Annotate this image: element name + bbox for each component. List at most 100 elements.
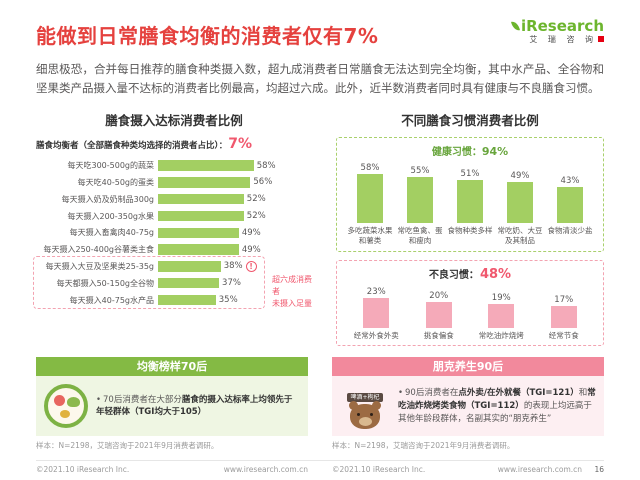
category-label: 食物清淡少盐 bbox=[547, 226, 593, 236]
healthy-chart-column: 55% 常吃鱼禽、蛋和瘦肉 bbox=[395, 161, 445, 247]
intro-paragraph: 细思极恐，合并每日推荐的膳食种类摄入数，超九成消费者日常膳食无法达到完全均衡，其… bbox=[36, 62, 604, 95]
healthy-bars: 58% 多吃蔬菜水果和薯类 55% 常吃鱼禽、蛋和瘦肉 51% 食物种类多样 bbox=[345, 161, 595, 247]
bear-ear-icon bbox=[349, 400, 358, 410]
footer: ©2021.10 iResearch Inc. www.iresearch.co… bbox=[36, 460, 604, 474]
bar bbox=[158, 177, 251, 188]
value-label: 49% bbox=[510, 170, 530, 181]
footer-left: ©2021.10 iResearch Inc. www.iresearch.co… bbox=[36, 465, 308, 474]
callout-banners: 均衡榜样70后 • 70后消费者在大部分膳食的摄入达标率上均领先于年轻群体（TGI… bbox=[36, 357, 604, 437]
website-text: www.iresearch.com.cn bbox=[223, 465, 308, 474]
category-label: 常吃鱼禽、蛋和瘦肉 bbox=[397, 226, 443, 245]
banner-90s-title: 朋克养生90后 bbox=[332, 357, 604, 377]
copyright-text: ©2021.10 iResearch Inc. bbox=[36, 465, 130, 474]
banner-90s-text: • 90后消费者在点外卖/在外就餐（TGI=121）和常吃油炸烧烤类食物（TGI=… bbox=[398, 388, 596, 424]
bar bbox=[158, 210, 244, 222]
balanced-plate-icon bbox=[44, 384, 88, 429]
annotation-text: 超六成消费者 未摄入足量 bbox=[272, 275, 312, 309]
healthy-habits-box: 健康习惯：94% 58% 多吃蔬菜水果和薯类 55% 常吃鱼禽、蛋和瘦肉 51% bbox=[336, 137, 604, 253]
bad-chart-column: 17% 经常节食 bbox=[533, 285, 596, 341]
healthy-chart-column: 58% 多吃蔬菜水果和薯类 bbox=[345, 161, 395, 247]
category-label: 每天摄入畜禽肉40-75g bbox=[69, 228, 154, 238]
bar bbox=[158, 294, 216, 306]
grain-icon bbox=[60, 410, 70, 419]
bad-bars: 23% 经常外食外卖 20% 挑食偏食 19% 常吃油炸烧烤 bbox=[345, 285, 595, 341]
category-label: 常吃油炸烧烤 bbox=[478, 331, 524, 341]
left-chart-row: 每天摄入奶及奶制品300g 52% bbox=[36, 191, 312, 208]
value-label: 38% bbox=[223, 261, 243, 272]
left-chart-row: 每天摄入200-350g水果 52% bbox=[36, 208, 312, 225]
left-chart-row: 每天摄入250-400g谷薯类主食 49% bbox=[36, 241, 312, 258]
category-label: 每天都摄入50-150g全谷物 bbox=[56, 278, 154, 288]
value-label: 17% bbox=[554, 295, 574, 306]
category-label: 每天摄入大豆及坚果类25-35g bbox=[45, 261, 154, 271]
value-label: 49% bbox=[241, 244, 261, 255]
footer-right-end: www.iresearch.com.cn 16 bbox=[498, 465, 604, 474]
header: 能做到日常膳食均衡的消费者仅有7% iResearch 艾 瑞 咨 询 bbox=[36, 0, 604, 49]
bear-sign-label: 啤酒+枸杞 bbox=[347, 392, 383, 402]
value-label: 51% bbox=[460, 168, 480, 179]
sample-note-left: 样本：N=2198，艾瑞咨询于2021年9月消费者调研。 bbox=[36, 441, 219, 451]
left-chart-rows: 每天吃300-500g的蔬菜 58% 每天吃40-50g的蛋类 56% 每天摄入… bbox=[33, 157, 312, 310]
left-chart-row: 每天摄入大豆及坚果类25-35g 38% ! bbox=[36, 258, 312, 275]
bar bbox=[158, 193, 244, 205]
healthy-habits-header: 健康习惯：94% bbox=[431, 145, 509, 159]
bar bbox=[363, 298, 390, 329]
category-label: 每天吃40-50g的蛋类 bbox=[77, 177, 154, 187]
iresearch-logo: iResearch 艾 瑞 咨 询 bbox=[510, 17, 604, 44]
value-label: 23% bbox=[366, 287, 386, 298]
bar bbox=[488, 303, 515, 329]
value-label: 37% bbox=[222, 278, 241, 289]
leaf-icon bbox=[510, 20, 520, 32]
banner-90s: 朋克养生90后 啤酒+枸杞 • 90后消费者在点外卖/在外就餐（TGI=121）和… bbox=[332, 357, 604, 437]
subtitle-text: 膳食均衡者（全部膳食种类均选择的消费者占比）： bbox=[36, 141, 228, 152]
page-number: 16 bbox=[594, 465, 604, 474]
bear-ear-icon bbox=[372, 400, 381, 410]
value-label: 49% bbox=[241, 227, 261, 238]
left-chart-row: 每天都摄入50-150g全谷物 37% bbox=[36, 275, 312, 292]
sample-notes: 样本：N=2198，艾瑞咨询于2021年9月消费者调研。 样本：N=2198，艾… bbox=[36, 440, 604, 451]
banner-90s-body: 啤酒+枸杞 • 90后消费者在点外卖/在外就餐（TGI=121）和常吃油炸烧烤类食… bbox=[332, 376, 604, 437]
banner-70s-body: • 70后消费者在大部分膳食的摄入达标率上均领先于年轻群体（TGI均大于105） bbox=[36, 376, 308, 437]
category-label: 每天摄入200-350g水果 bbox=[67, 211, 154, 221]
category-label: 每天摄入40-75g水产品 bbox=[69, 295, 154, 305]
bear-eye-icon bbox=[370, 412, 373, 416]
bar bbox=[407, 176, 433, 224]
low-intake-group: 每天摄入大豆及坚果类25-35g 38% ! 每天都摄入50-150g全谷物 3… bbox=[33, 256, 312, 310]
vegetable-icon bbox=[67, 397, 80, 408]
right-chart: 不同膳食习惯消费者比例 健康习惯：94% 58% 多吃蔬菜水果和薯类 55% 常… bbox=[336, 110, 604, 347]
logo-cn-text: 艾 瑞 咨 询 bbox=[512, 35, 604, 44]
left-chart: 膳食摄入达标消费者比例 膳食均衡者（全部膳食种类均选择的消费者占比）：7% 每天… bbox=[33, 110, 312, 310]
left-chart-row: 每天吃300-500g的蔬菜 58% bbox=[36, 157, 312, 174]
healthy-chart-column: 49% 常吃奶、大豆及其制品 bbox=[495, 161, 545, 247]
bad-habits-box: 不良习惯：48% 23% 经常外食外卖 20% 挑食偏食 19% bbox=[336, 260, 604, 347]
left-chart-row: 每天摄入畜禽肉40-75g 49% bbox=[36, 224, 312, 241]
category-label: 每天吃300-500g的蔬菜 bbox=[67, 161, 154, 171]
bar bbox=[158, 277, 220, 289]
bar bbox=[550, 306, 577, 329]
value-label: 43% bbox=[560, 175, 580, 186]
subtitle-value: 7% bbox=[228, 136, 253, 153]
value-label: 35% bbox=[218, 295, 238, 306]
category-label: 常吃奶、大豆及其制品 bbox=[497, 226, 543, 245]
tomato-icon bbox=[54, 395, 65, 407]
bear-eye-icon bbox=[357, 412, 360, 416]
alert-icon: ! bbox=[245, 260, 257, 272]
right-chart-title: 不同膳食习惯消费者比例 bbox=[401, 113, 539, 129]
left-chart-row: 每天吃40-50g的蛋类 56% bbox=[36, 174, 312, 191]
category-label: 每天摄入250-400g谷薯类主食 bbox=[43, 245, 154, 255]
bar bbox=[357, 173, 383, 224]
bad-chart-column: 19% 常吃油炸烧烤 bbox=[470, 285, 533, 341]
value-label: 52% bbox=[246, 194, 266, 205]
bar bbox=[457, 179, 483, 224]
left-chart-subtitle: 膳食均衡者（全部膳食种类均选择的消费者占比）：7% bbox=[36, 136, 312, 152]
bar bbox=[158, 160, 254, 171]
banner-70s-title: 均衡榜样70后 bbox=[36, 357, 308, 377]
value-label: 20% bbox=[429, 291, 449, 302]
category-label: 多吃蔬菜水果和薯类 bbox=[347, 226, 393, 245]
bar bbox=[557, 186, 583, 224]
banner-70s-text: • 70后消费者在大部分膳食的摄入达标率上均领先于年轻群体（TGI均大于105） bbox=[96, 394, 293, 418]
charts-section: 膳食摄入达标消费者比例 膳食均衡者（全部膳食种类均选择的消费者占比）：7% 每天… bbox=[33, 110, 604, 347]
category-label: 经常外食外卖 bbox=[353, 331, 399, 341]
value-label: 55% bbox=[410, 165, 430, 176]
